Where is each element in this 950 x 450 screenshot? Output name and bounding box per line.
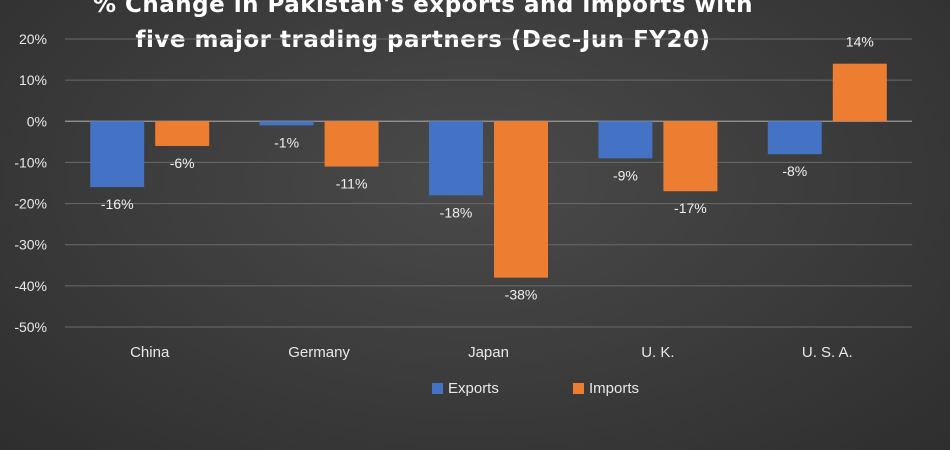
bar-imports-uk <box>663 121 718 192</box>
data-label-exports: -16% <box>101 196 134 212</box>
y-tick-label: 10% <box>19 72 47 88</box>
data-label-exports: -18% <box>440 204 473 220</box>
x-category-label: Japan <box>468 344 509 361</box>
bar-imports-japan <box>494 121 548 278</box>
y-tick-label: -40% <box>14 278 47 294</box>
data-label-imports: 14% <box>846 34 874 50</box>
x-axis-category-labels: China Germany Japan U. K. U. S. A. <box>130 344 853 361</box>
data-label-imports: -38% <box>505 287 538 303</box>
y-tick-label: 20% <box>19 31 47 47</box>
data-labels: -16% -6% -1% -11% -18% -38% -9% -17% -8% 14% <box>101 34 874 303</box>
y-tick-label: 0% <box>27 113 47 129</box>
bars <box>90 63 887 278</box>
data-label-imports: -17% <box>674 200 707 216</box>
chart-title-line-2: five major trading partners (Dec-Jun FY2… <box>136 27 711 53</box>
bar-exports-germany <box>259 121 314 126</box>
y-axis-tick-labels: 20% 10% 0% -10% -20% -30% -40% -50% <box>14 31 47 335</box>
data-label-exports: -9% <box>613 167 638 183</box>
x-category-label: U. S. A. <box>802 344 853 361</box>
chart-title: % Change in Pakistan's exports and impor… <box>93 0 753 53</box>
legend-swatch-imports <box>573 383 584 394</box>
legend-label-imports: Imports <box>589 380 639 397</box>
legend-swatch-exports <box>432 383 443 394</box>
data-label-imports: -11% <box>336 176 368 192</box>
bar-imports-germany <box>324 121 379 167</box>
x-category-label: China <box>130 344 170 361</box>
bar-exports-uk <box>598 121 653 159</box>
y-tick-label: -20% <box>14 196 47 212</box>
data-label-exports: -1% <box>274 134 299 150</box>
y-tick-label: -50% <box>14 319 47 335</box>
bar-exports-japan <box>429 121 483 196</box>
bar-imports-usa <box>832 63 887 122</box>
data-label-exports: -8% <box>782 163 807 179</box>
legend: Exports Imports <box>432 380 639 397</box>
data-label-imports: -6% <box>170 155 195 171</box>
y-tick-label: -10% <box>14 154 47 170</box>
gridlines <box>65 38 912 328</box>
y-tick-label: -30% <box>14 237 47 253</box>
legend-label-exports: Exports <box>448 380 499 397</box>
bar-exports-china <box>90 121 145 188</box>
chart-title-line-1: % Change in Pakistan's exports and impor… <box>93 0 753 18</box>
bar-exports-usa <box>767 121 822 155</box>
bar-imports-china <box>155 121 210 146</box>
x-category-label: U. K. <box>641 344 674 361</box>
x-category-label: Germany <box>288 344 350 361</box>
